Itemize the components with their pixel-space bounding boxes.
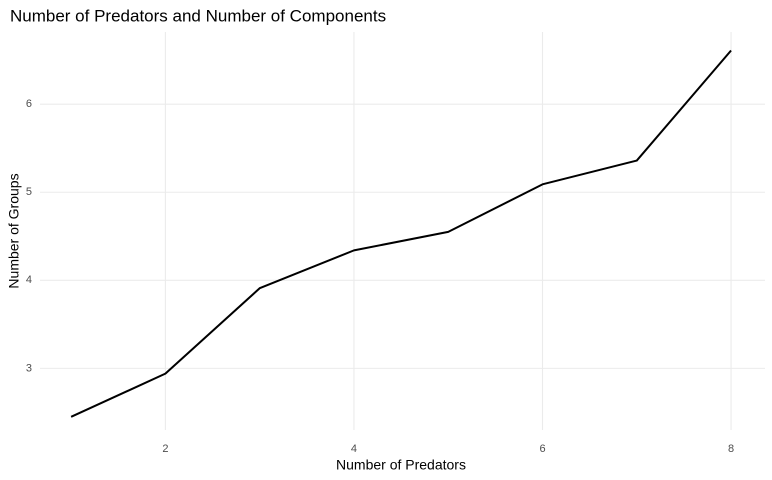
y-axis-title: Number of Groups <box>6 173 22 288</box>
y-tick-label: 3 <box>26 362 32 374</box>
line <box>70 49 732 418</box>
x-tick-label: 6 <box>539 443 545 455</box>
y-tick-label: 4 <box>26 274 32 286</box>
x-tick-label: 4 <box>351 443 357 455</box>
y-tick-label: 6 <box>26 98 32 110</box>
x-tick-label: 8 <box>728 443 734 455</box>
y-tick-label: 5 <box>26 186 32 198</box>
x-tick-label: 2 <box>162 443 168 455</box>
x-axis-title: Number of Predators <box>336 457 466 473</box>
chart-title: Number of Predators and Number of Compon… <box>10 6 386 25</box>
